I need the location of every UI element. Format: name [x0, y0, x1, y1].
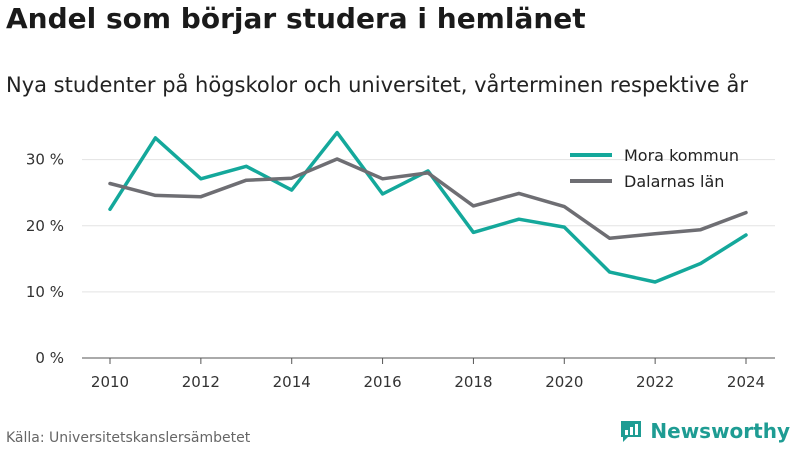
- series-line-1: [108, 130, 748, 284]
- y-tick-label: 10 %: [26, 283, 64, 301]
- legend-label: Mora kommun: [624, 146, 739, 165]
- x-tick-label: 2014: [273, 373, 311, 391]
- newsworthy-logo-icon: [621, 421, 642, 442]
- brand-name: Newsworthy: [650, 419, 790, 443]
- chart-title: Andel som börjar studera i hemlänet: [6, 2, 586, 35]
- y-tick-label: 0 %: [35, 349, 64, 367]
- x-tick-label: 2010: [91, 373, 129, 391]
- chart-subtitle: Nya studenter på högskolor och universit…: [6, 73, 748, 97]
- x-tick-label: 2024: [727, 373, 765, 391]
- legend-label: Dalarnas län: [624, 172, 724, 191]
- brand-logo: Newsworthy: [618, 418, 790, 444]
- x-tick-label: 2020: [545, 373, 583, 391]
- series-line-2: [108, 157, 748, 241]
- y-tick-label: 30 %: [26, 151, 64, 169]
- x-tick-label: 2018: [454, 373, 492, 391]
- x-tick-label: 2012: [182, 373, 220, 391]
- x-tick-label: 2022: [636, 373, 674, 391]
- x-tick-label: 2016: [363, 373, 401, 391]
- y-tick-label: 20 %: [26, 217, 64, 235]
- source-note: Källa: Universitetskanslersämbetet: [6, 430, 251, 446]
